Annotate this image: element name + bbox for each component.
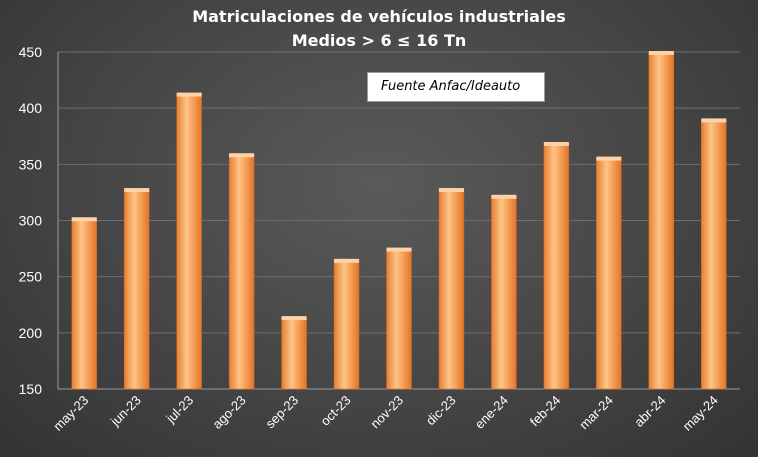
y-tick-label: 350	[19, 156, 43, 172]
chart-subtitle: Medios > 6 ≤ 16 Tn	[291, 31, 467, 50]
source-annotation: Fuente Anfac/Ideauto	[367, 72, 545, 102]
bar-top-ene-24	[491, 194, 517, 199]
bar-top-sep-23	[281, 316, 307, 321]
bar-oct-23	[333, 259, 360, 390]
y-tick-label: 400	[19, 100, 43, 116]
bar-top-abr-24	[648, 51, 674, 55]
bar-jul-23	[176, 93, 202, 390]
x-tick-label: dic-23	[423, 393, 459, 429]
bar-top-mar-24	[596, 156, 622, 161]
bar-mar-24	[596, 157, 622, 390]
bar-sep-23	[281, 316, 307, 390]
y-tick-label: 200	[19, 325, 43, 341]
y-tick-label: 150	[19, 381, 43, 397]
bar-top-nov-23	[386, 247, 412, 252]
bar-nov-23	[386, 248, 412, 390]
bar-top-ago-23	[229, 153, 255, 158]
bar-top-jun-23	[124, 188, 150, 193]
y-tick-label: 450	[19, 44, 43, 60]
bar-ene-24	[491, 195, 517, 390]
bar-top-jul-23	[176, 92, 202, 97]
x-tick-label: may-23	[50, 393, 91, 434]
bar-abr-24	[648, 51, 675, 390]
bar-jun-23	[123, 188, 150, 390]
bar-dic-23	[438, 188, 465, 390]
bar-top-dic-23	[438, 188, 464, 193]
y-tick-label: 300	[19, 213, 43, 229]
x-tick-label: oct-23	[317, 393, 353, 429]
chart-title: Matriculaciones de vehículos industriale…	[192, 7, 566, 26]
bar-top-may-24	[701, 118, 727, 123]
bar-may-24	[701, 119, 727, 390]
y-tick-label: 250	[19, 269, 43, 285]
x-tick-label: jul-23	[162, 393, 196, 427]
bar-top-oct-23	[334, 258, 360, 263]
x-tick-label: jun-23	[107, 393, 144, 430]
x-tick-label: nov-23	[367, 393, 406, 432]
x-tick-label: ago-23	[210, 393, 249, 432]
x-tick-label: sep-23	[262, 393, 301, 432]
x-tick-label: abr-24	[631, 393, 668, 430]
x-tick-label: ene-24	[472, 393, 511, 432]
bar-feb-24	[543, 142, 570, 390]
x-tick-label: may-24	[680, 393, 721, 434]
x-tick-label: mar-24	[576, 393, 616, 433]
x-tick-label: feb-24	[527, 393, 564, 430]
bar-may-23	[71, 218, 97, 390]
bar-ago-23	[228, 153, 255, 390]
bar-top-feb-24	[543, 141, 569, 146]
bar-top-may-23	[71, 217, 97, 222]
